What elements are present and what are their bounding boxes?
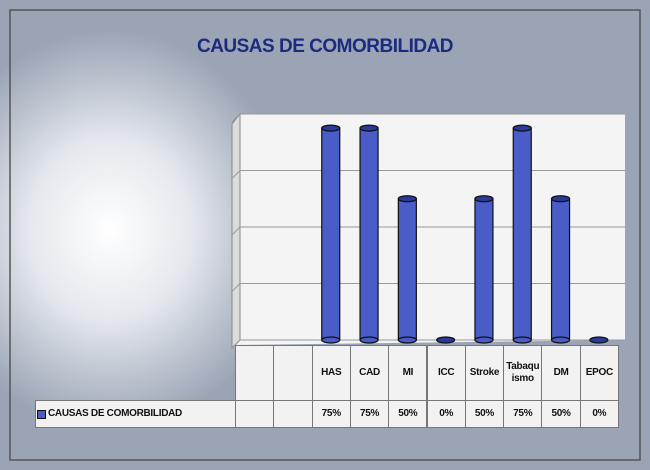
category-label [273,345,313,401]
grid-line-side [231,226,241,236]
category-label: Stroke [464,345,505,401]
bar [397,195,417,344]
category-label [235,345,275,401]
bar [589,336,609,344]
data-label: 50% [388,400,428,428]
bar-top [359,124,379,132]
bar [550,195,571,344]
data-label [273,400,313,428]
bar-base [359,336,379,344]
legend-entry: CAUSAS DE COMORBILIDAD [35,400,236,428]
bar-top [512,124,532,132]
data-label: 75% [311,400,351,428]
data-label [235,400,275,428]
bar-body [397,198,417,341]
data-label: 50% [541,400,581,428]
bar-top [550,195,571,203]
bar [512,124,532,344]
category-label: Tabaquismo [503,345,543,401]
category-label: ICC [426,345,466,401]
bar [474,195,494,344]
grid-line-side [231,113,241,123]
grid-line-side [231,339,241,349]
data-label: 0% [579,400,619,428]
bar-base [474,336,494,344]
category-label: CAD [349,345,390,401]
data-label: 50% [464,400,505,428]
data-label: 75% [349,400,390,428]
bar [359,124,379,344]
bar-top [321,124,341,132]
bar-top [436,336,456,344]
category-label: DM [541,345,581,401]
chart-title: CAUSAS DE COMORBILIDAD [196,36,454,57]
grid-line-side [231,283,241,292]
bar-base [550,336,571,344]
bar-body [359,127,379,341]
bar-body [512,127,532,341]
frame [9,9,641,461]
bar [321,124,341,344]
bar-body [474,198,494,341]
bar-base [321,336,341,344]
legend-key [37,409,46,419]
data-label: 0% [426,400,466,428]
bar [436,336,456,344]
bar-top [589,336,609,344]
grid-line-side [231,170,241,179]
bar-top [474,195,494,203]
category-label: HAS [311,345,351,401]
bar-body [550,198,571,341]
legend-header [35,345,235,401]
category-label: MI [388,345,428,401]
data-label: 75% [503,400,543,428]
category-label: EPOC [579,345,619,401]
bar-top [397,195,417,203]
bar-base [397,336,417,344]
bar-base [512,336,532,344]
legend-text: CAUSAS DE COMORBILIDAD [48,408,182,419]
bar-body [321,127,341,341]
